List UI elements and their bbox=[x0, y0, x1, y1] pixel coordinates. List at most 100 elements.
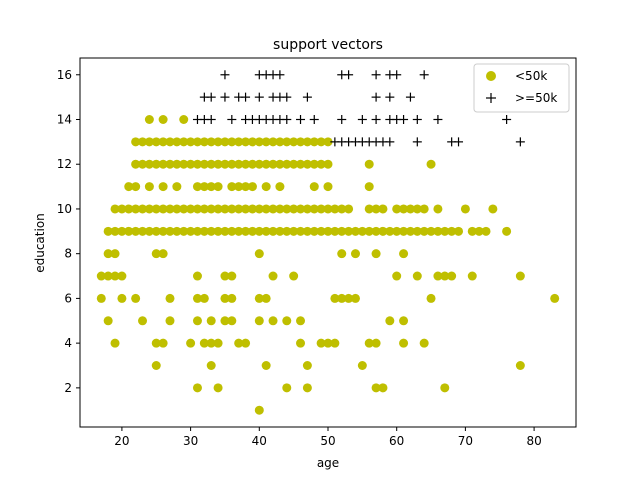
data-point bbox=[206, 338, 216, 348]
data-point bbox=[275, 137, 285, 147]
data-point bbox=[96, 271, 106, 281]
data-point bbox=[158, 159, 168, 169]
data-point bbox=[268, 137, 278, 147]
data-point bbox=[172, 204, 182, 214]
data-point bbox=[227, 271, 237, 281]
data-point bbox=[192, 383, 202, 393]
data-point bbox=[309, 182, 319, 192]
x-tick-label: 50 bbox=[320, 434, 335, 448]
data-point bbox=[323, 226, 333, 236]
legend-label-ge50k: >=50k bbox=[515, 91, 557, 105]
data-point bbox=[151, 204, 161, 214]
data-point bbox=[227, 182, 237, 192]
data-point bbox=[337, 293, 347, 303]
data-point bbox=[399, 226, 409, 236]
data-point bbox=[282, 316, 292, 326]
data-point bbox=[234, 204, 244, 214]
data-point bbox=[254, 137, 264, 147]
data-point bbox=[131, 204, 141, 214]
data-point bbox=[275, 159, 285, 169]
data-point bbox=[371, 115, 381, 124]
data-point bbox=[296, 137, 306, 147]
y-tick-label: 14 bbox=[57, 113, 72, 127]
data-point bbox=[124, 226, 134, 236]
data-point bbox=[419, 226, 429, 236]
data-point bbox=[117, 204, 127, 214]
data-point bbox=[302, 226, 312, 236]
data-point bbox=[144, 226, 154, 236]
data-point bbox=[234, 338, 244, 348]
data-point bbox=[241, 182, 251, 192]
data-point bbox=[454, 226, 464, 236]
data-point bbox=[371, 338, 381, 348]
data-point bbox=[213, 204, 223, 214]
data-point bbox=[344, 70, 354, 80]
x-tick-label: 70 bbox=[458, 434, 473, 448]
data-point bbox=[138, 204, 148, 214]
data-point bbox=[220, 271, 230, 281]
data-point bbox=[268, 316, 278, 326]
data-point bbox=[220, 92, 230, 102]
data-point bbox=[385, 137, 395, 147]
data-point bbox=[399, 316, 409, 326]
data-point bbox=[179, 226, 189, 236]
data-point bbox=[419, 70, 429, 80]
data-point bbox=[447, 226, 457, 236]
data-point bbox=[323, 338, 333, 348]
data-point bbox=[138, 137, 148, 147]
y-tick-label: 4 bbox=[64, 336, 72, 350]
data-point bbox=[179, 204, 189, 214]
data-point bbox=[151, 226, 161, 236]
data-point bbox=[309, 204, 319, 214]
data-point bbox=[323, 159, 333, 169]
data-point bbox=[206, 159, 216, 169]
data-point bbox=[364, 182, 374, 192]
data-point bbox=[275, 70, 285, 80]
data-point bbox=[158, 137, 168, 147]
data-point bbox=[364, 204, 374, 214]
x-tick-label: 60 bbox=[389, 434, 404, 448]
data-point bbox=[302, 361, 312, 370]
data-point bbox=[350, 226, 360, 236]
data-point bbox=[131, 159, 141, 169]
data-point bbox=[392, 70, 402, 80]
data-point bbox=[550, 293, 560, 303]
legend-marker-ge50k bbox=[486, 93, 496, 103]
data-point bbox=[405, 204, 415, 214]
data-point bbox=[440, 383, 450, 393]
data-point bbox=[316, 137, 326, 147]
data-point bbox=[502, 226, 512, 236]
data-point bbox=[110, 226, 120, 236]
data-point bbox=[206, 361, 216, 370]
data-point bbox=[433, 271, 443, 281]
data-point bbox=[282, 92, 292, 102]
data-point bbox=[192, 271, 202, 281]
data-point bbox=[213, 137, 223, 147]
data-point bbox=[426, 159, 436, 169]
data-point bbox=[96, 293, 106, 303]
data-point bbox=[227, 137, 237, 147]
data-point bbox=[316, 204, 326, 214]
data-point bbox=[213, 226, 223, 236]
data-point bbox=[117, 226, 127, 236]
chart-title: support vectors bbox=[273, 37, 383, 53]
data-point bbox=[247, 159, 257, 169]
x-axis-label: age bbox=[317, 456, 339, 470]
data-point bbox=[206, 182, 216, 192]
legend-box bbox=[473, 63, 570, 113]
data-point bbox=[371, 70, 381, 80]
data-point bbox=[213, 338, 223, 348]
data-point bbox=[302, 137, 312, 147]
data-point bbox=[405, 92, 415, 102]
data-point bbox=[192, 226, 202, 236]
data-point bbox=[254, 159, 264, 169]
y-tick-label: 2 bbox=[64, 381, 72, 395]
x-tick-label: 40 bbox=[252, 434, 267, 448]
data-point bbox=[440, 226, 450, 236]
data-point bbox=[282, 204, 292, 214]
data-point bbox=[192, 316, 202, 326]
data-point bbox=[165, 226, 175, 236]
data-point bbox=[515, 361, 525, 370]
data-point bbox=[399, 204, 409, 214]
